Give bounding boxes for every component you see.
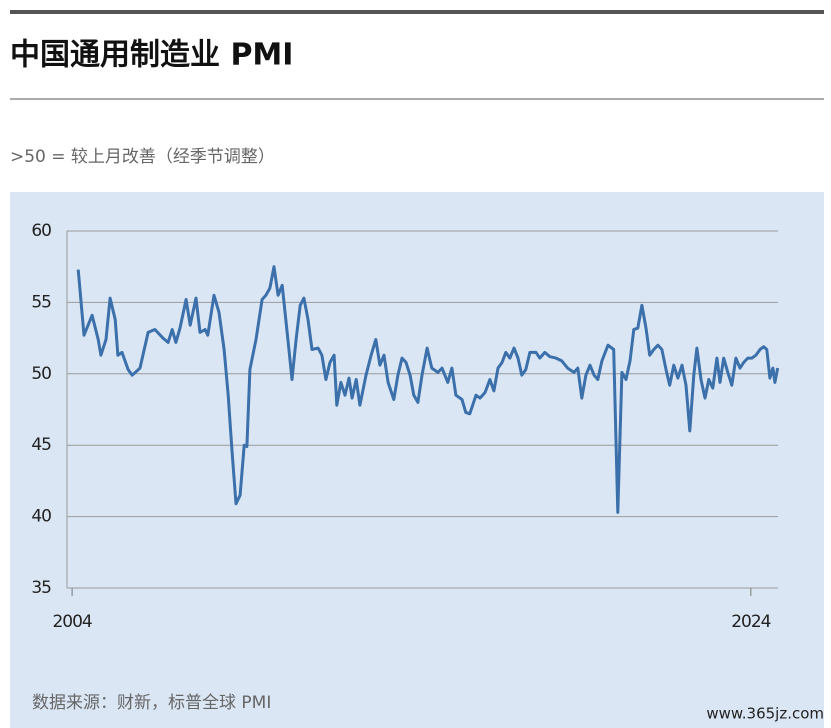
pmi-line: [76, 265, 780, 514]
y-tick-label: 45: [31, 435, 51, 455]
subtitle: >50 = 较上月改善（经季节调整）: [10, 147, 275, 167]
title-rule: [10, 98, 824, 100]
y-tick-label: 55: [31, 292, 51, 312]
plot-panel: [10, 192, 824, 728]
x-tick-label: 2024: [731, 612, 770, 632]
y-tick-label: 35: [31, 578, 51, 598]
watermark: www.365jz.com: [706, 705, 824, 723]
source: 数据来源：财新，标普全球 PMI: [32, 693, 271, 713]
y-tick-label: 40: [31, 507, 51, 527]
chart-title: 中国通用制造业 PMI: [10, 38, 293, 73]
y-tick-label: 50: [31, 364, 51, 384]
x-tick-label: 2004: [52, 612, 91, 632]
top-rule: [10, 10, 824, 14]
y-tick-label: 60: [31, 221, 51, 241]
